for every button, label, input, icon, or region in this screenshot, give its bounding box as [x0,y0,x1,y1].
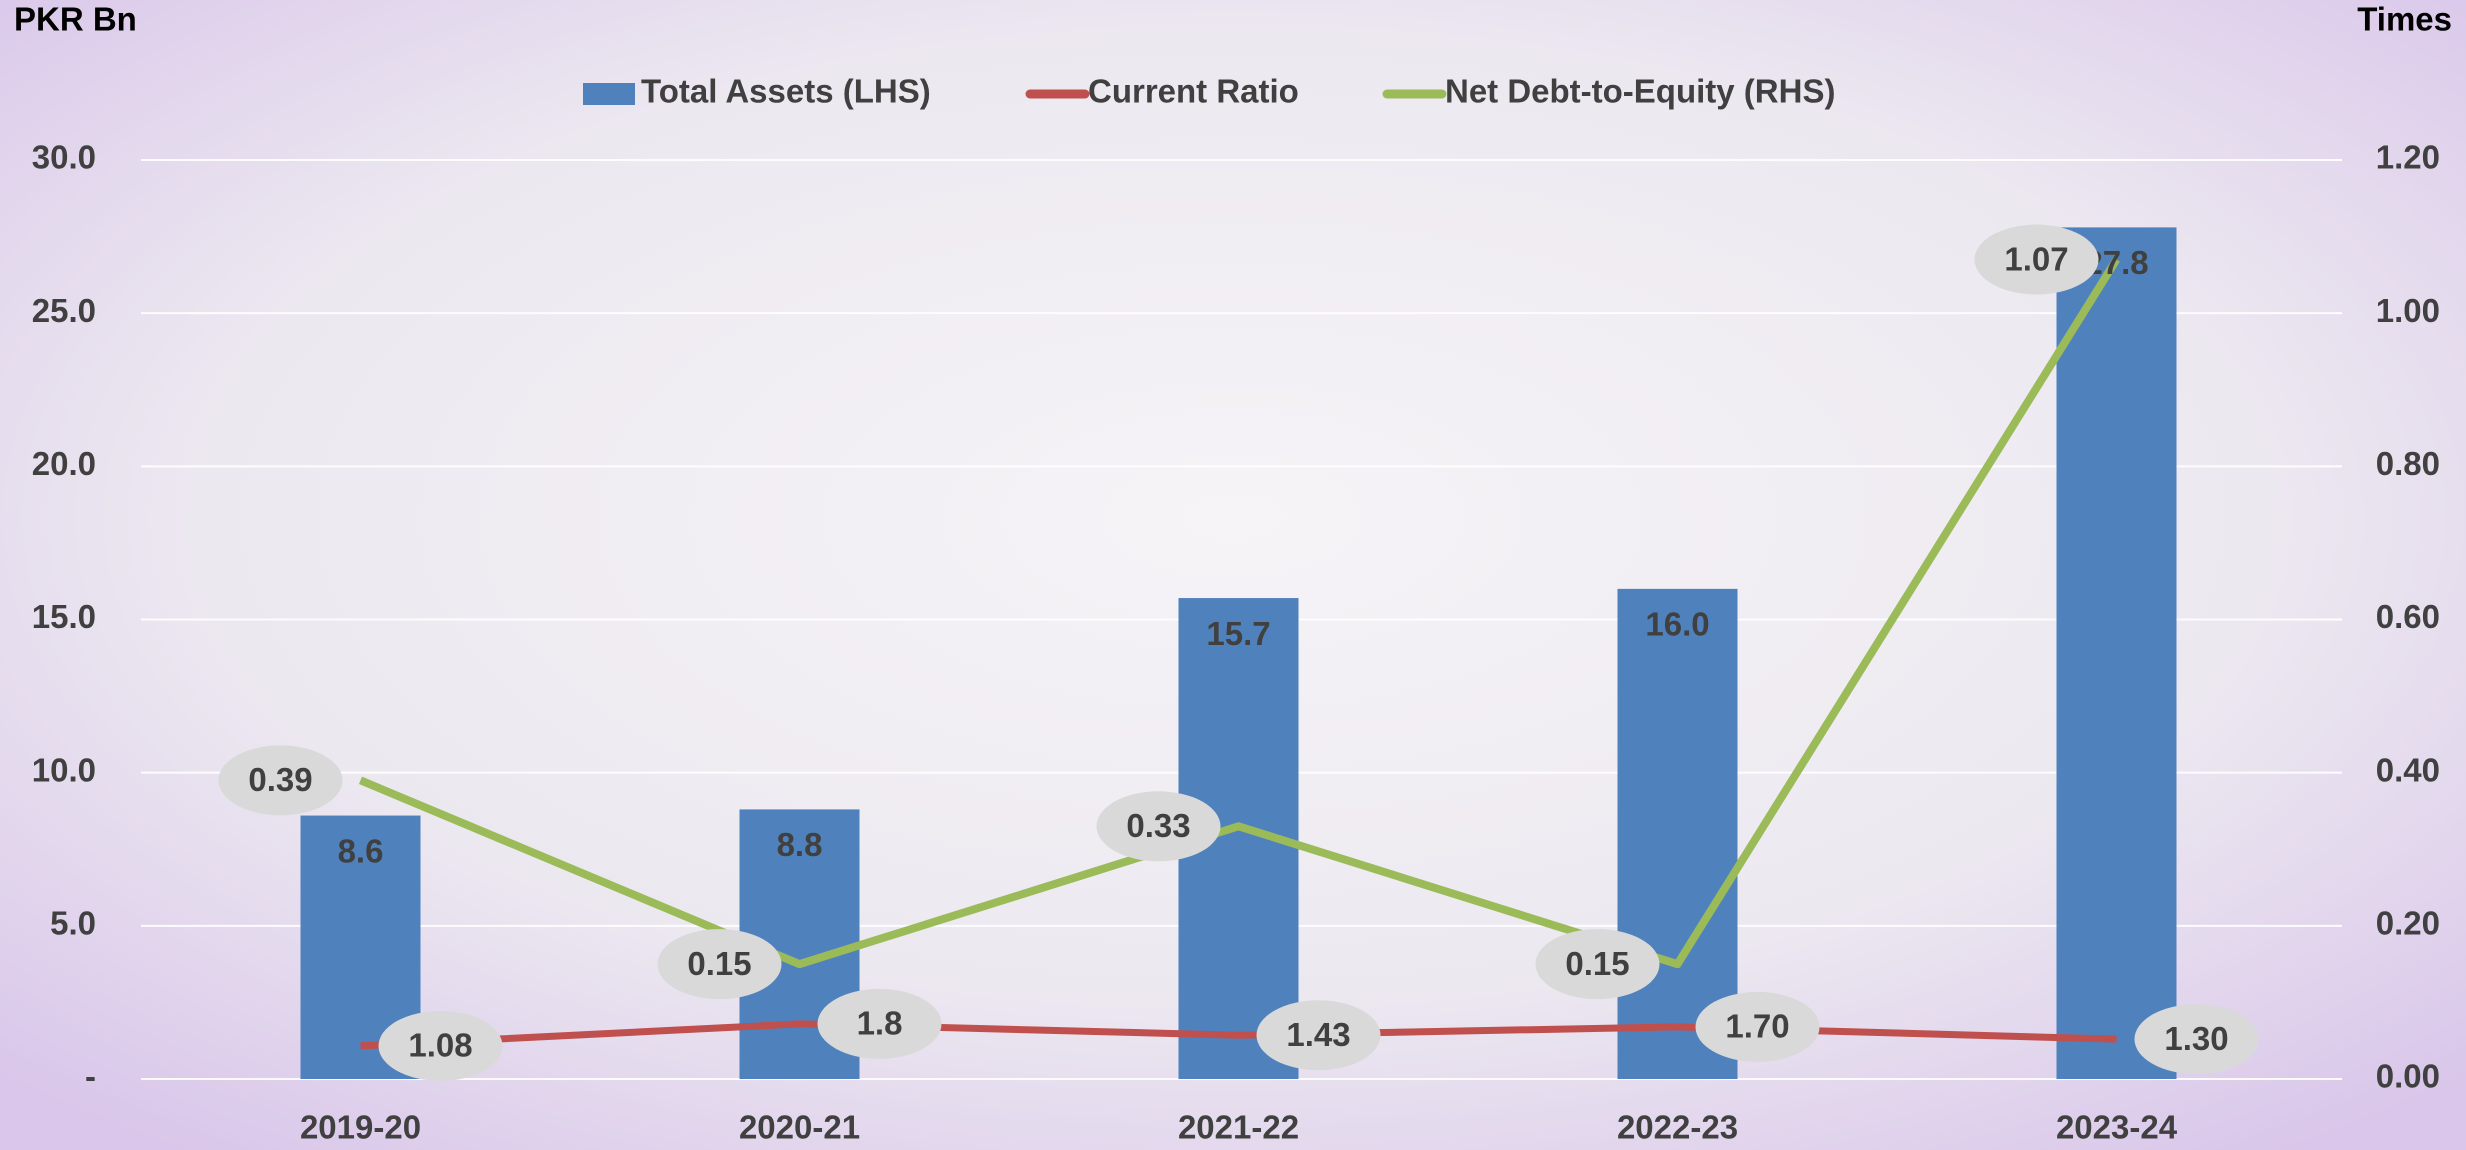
legend-label: Net Debt-to-Equity (RHS) [1445,73,1835,110]
label-bubble [1695,991,1820,1062]
line-value-label: 1.70 [1725,1008,1789,1045]
bar-value-label: 8.8 [777,826,823,863]
label-bubble [1535,929,1660,1000]
y2-tick-label: 0.40 [2376,751,2440,788]
line-value-label: 0.33 [1126,807,1190,844]
y2-tick-label: 1.00 [2376,292,2440,329]
bar-value-label: 8.6 [338,832,384,869]
y-tick-label: 5.0 [50,905,96,942]
x-tick-label: 2020-21 [739,1109,860,1146]
x-tick-label: 2021-22 [1178,1109,1299,1146]
label-bubble [2134,1004,2259,1075]
y-axis-title: PKR Bn [14,1,137,38]
label-bubble [378,1010,503,1081]
line-value-label: 1.30 [2164,1020,2228,1057]
y-tick-label: 15.0 [32,598,96,635]
label-bubble [1974,224,2099,295]
line-value-label: 1.8 [857,1005,903,1042]
line-series [360,1020,2117,1050]
line-value-label: 1.08 [408,1027,472,1064]
bar-value-label: 15.7 [1206,615,1270,652]
legend-label: Current Ratio [1088,73,1299,110]
y-tick-label: - [85,1058,96,1095]
y-tick-label: 20.0 [32,445,96,482]
y2-tick-label: 0.00 [2376,1058,2440,1095]
y2-tick-label: 0.60 [2376,598,2440,635]
x-tick-label: 2019-20 [300,1109,421,1146]
legend-swatch [583,83,635,105]
line-value-label: 1.43 [1286,1016,1350,1053]
y-tick-label: 10.0 [32,751,96,788]
x-tick-label: 2023-24 [2056,1109,2178,1146]
y2-tick-label: 0.80 [2376,445,2440,482]
label-bubble [657,929,782,1000]
label-bubble [1096,791,1221,862]
label-bubble [817,988,942,1059]
line-value-label: 0.15 [1565,945,1629,982]
line-value-label: 0.15 [687,945,751,982]
bar [2056,227,2177,1080]
legend-label: Total Assets (LHS) [641,73,931,110]
y-tick-label: 25.0 [32,292,96,329]
line-series [358,257,2120,969]
y2-axis-title: Times [2357,1,2452,38]
y2-tick-label: 1.20 [2376,139,2440,176]
line-value-label: 0.39 [248,761,312,798]
bar-value-label: 16.0 [1645,606,1709,643]
y2-tick-label: 0.20 [2376,905,2440,942]
bar [1617,588,1738,1079]
x-tick-label: 2022-23 [1617,1109,1738,1146]
y-tick-label: 30.0 [32,139,96,176]
label-bubble [218,745,343,816]
label-bubble [1256,1000,1381,1071]
line-value-label: 1.07 [2004,240,2068,277]
